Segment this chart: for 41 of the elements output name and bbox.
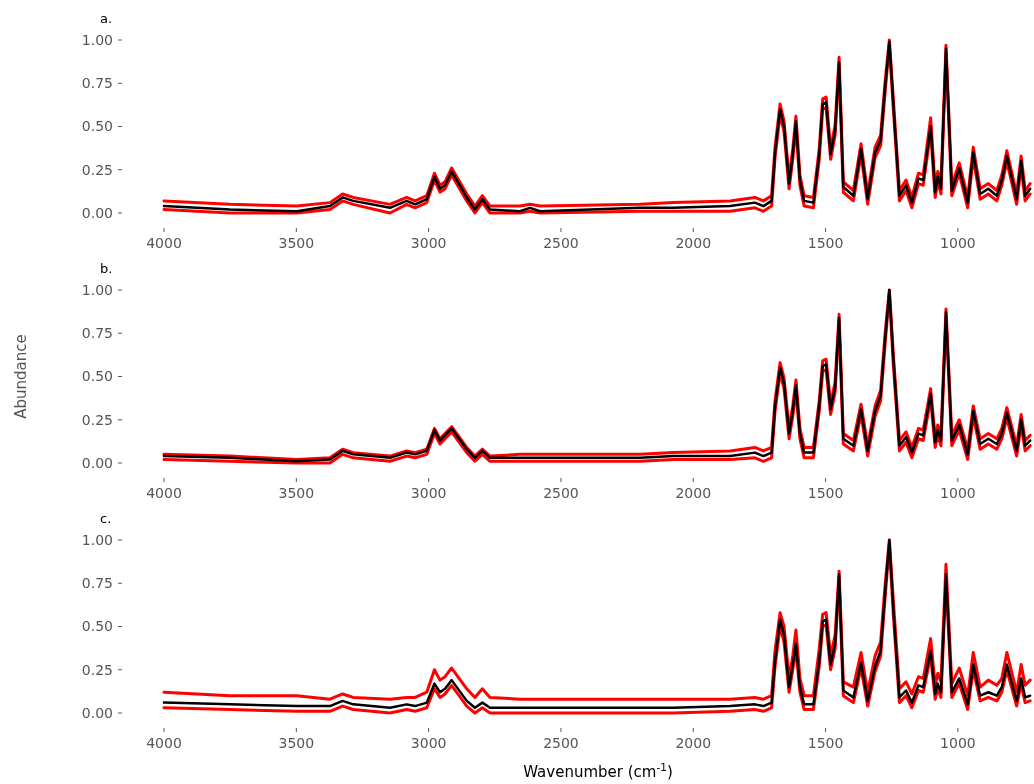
x-tick-label: 3000 xyxy=(410,735,447,751)
y-tick-label: 0.50 xyxy=(81,618,113,635)
y-tick-label: 0.00 xyxy=(81,704,113,721)
x-tick-label: 3500 xyxy=(278,735,315,751)
y-tick-label: 0.75 xyxy=(81,75,113,92)
x-axis-title: Wavenumber (cm$^{-1}$) xyxy=(523,761,673,781)
y-tick-label: 0.50 xyxy=(81,368,113,385)
y-tick-label: 0.25 xyxy=(81,661,113,678)
y-tick-label: 0.75 xyxy=(81,325,113,342)
x-tick-label: 1500 xyxy=(807,485,844,501)
x-tick-label: 1000 xyxy=(940,235,976,251)
x-tick-label: 3000 xyxy=(410,235,447,251)
x-tick-label: 4000 xyxy=(146,735,182,751)
x-tick-label: 1500 xyxy=(807,235,844,251)
y-tick-label: 0.75 xyxy=(81,575,113,592)
y-axis-title: Abundance xyxy=(12,334,30,419)
y-tick-label: 0.50 xyxy=(81,118,113,135)
x-tick-label: 4000 xyxy=(146,485,182,501)
x-tick-label: 2000 xyxy=(675,485,712,501)
chart-title: b. xyxy=(100,261,113,276)
chart-title: a. xyxy=(100,11,113,26)
y-tick-label: 0.00 xyxy=(81,204,113,221)
y-tick-label: 1.00 xyxy=(81,281,113,298)
y-tick-label: 0.00 xyxy=(81,454,113,471)
y-tick-label: 1.00 xyxy=(81,531,113,548)
x-tick-label: 2500 xyxy=(543,485,579,501)
x-tick-label: 1000 xyxy=(940,485,976,501)
x-tick-label: 4000 xyxy=(146,235,182,251)
y-tick-label: 0.25 xyxy=(81,161,113,178)
x-tick-label: 2500 xyxy=(543,235,579,251)
x-tick-label: 1000 xyxy=(940,735,976,751)
y-tick-label: 1.00 xyxy=(81,31,113,48)
x-tick-label: 3000 xyxy=(410,485,447,501)
x-tick-label: 2000 xyxy=(675,735,712,751)
x-tick-label: 3500 xyxy=(278,235,315,251)
y-tick-label: 0.25 xyxy=(81,411,113,428)
x-tick-label: 3500 xyxy=(278,485,315,501)
chart-title: c. xyxy=(100,511,112,526)
x-tick-label: 2500 xyxy=(543,735,579,751)
x-tick-label: 2000 xyxy=(675,235,712,251)
x-tick-label: 1500 xyxy=(807,735,844,751)
